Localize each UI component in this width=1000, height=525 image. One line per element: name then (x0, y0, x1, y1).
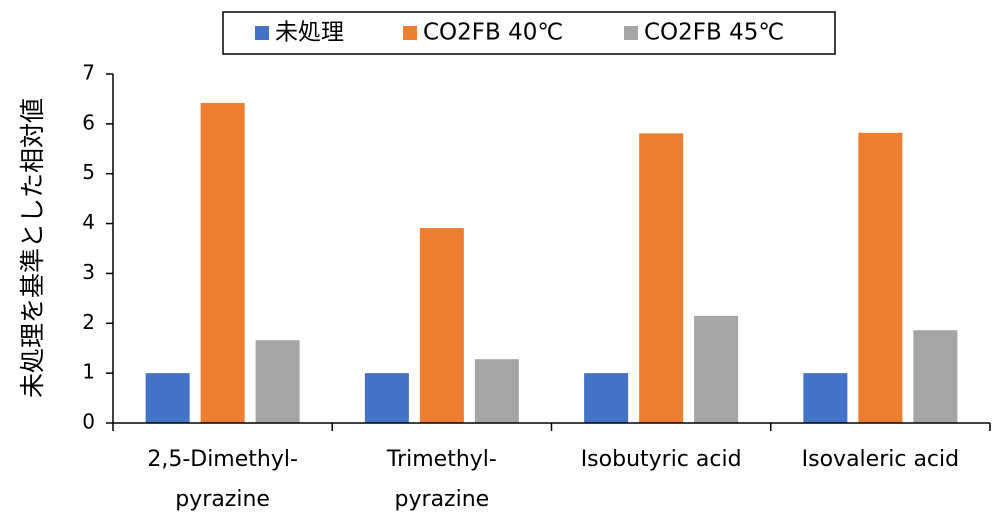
y-tick-label: 4 (82, 210, 95, 234)
x-axis: 2,5-Dimethyl-pyrazine Trimethyl-pyrazine I… (112, 422, 991, 512)
x-category-label: Isobutyric acid (581, 447, 742, 472)
legend: 未処理 CO2FB 40℃ CO2FB 45℃ (222, 11, 836, 55)
bar (694, 315, 739, 423)
y-tick-label: 1 (82, 360, 95, 384)
y-tick-label: 6 (82, 110, 95, 134)
bar (255, 340, 300, 423)
y-tick-label: 0 (82, 410, 95, 434)
bars (145, 102, 958, 423)
x-category-label: pyrazine (395, 487, 490, 512)
bar (145, 373, 190, 423)
bar (474, 359, 519, 423)
legend-label: 未処理 (275, 20, 344, 46)
bar (913, 330, 958, 423)
legend-swatch (403, 26, 417, 40)
bar (858, 132, 903, 423)
x-category-label: pyrazine (175, 487, 270, 512)
legend-box (222, 11, 836, 55)
x-category-label: Isovaleric acid (802, 447, 959, 472)
y-axis: 0 1 2 3 4 5 6 7 (82, 61, 114, 434)
bar (419, 228, 464, 423)
bar (803, 373, 848, 423)
x-category-label: 2,5-Dimethyl- (147, 447, 298, 472)
y-tick-label: 5 (82, 160, 95, 184)
bar (584, 373, 629, 423)
y-axis-label: 未処理を基準とした相対値 (18, 98, 47, 398)
legend-swatch (624, 26, 638, 40)
y-tick-label: 7 (82, 61, 95, 85)
x-category-label: Trimethyl- (386, 447, 497, 472)
legend-label: CO2FB 40℃ (423, 20, 563, 46)
bar (200, 102, 245, 423)
bar (364, 373, 409, 423)
bar (639, 133, 684, 423)
legend-label: CO2FB 45℃ (644, 20, 784, 46)
legend-swatch (255, 26, 269, 40)
y-tick-label: 2 (82, 310, 95, 334)
y-tick-label: 3 (82, 260, 95, 284)
